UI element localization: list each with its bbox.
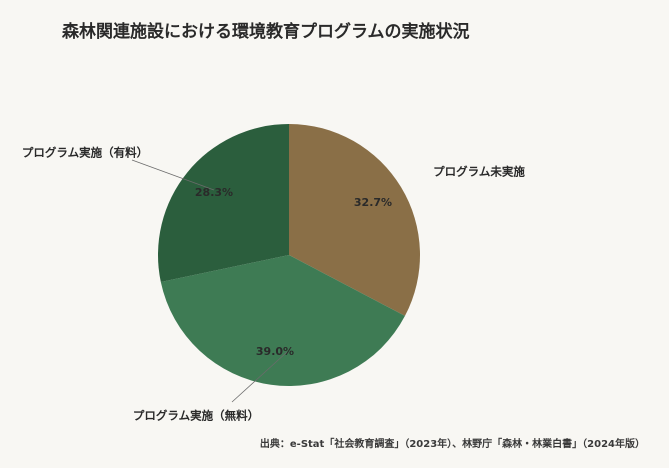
pie-slice bbox=[158, 124, 289, 282]
slice-category-label: プログラム未実施 bbox=[433, 165, 525, 179]
slice-percent-label: 28.3% bbox=[195, 186, 233, 199]
slice-category-label: プログラム実施（無料） bbox=[133, 409, 259, 423]
slice-percent-label: 32.7% bbox=[354, 196, 392, 209]
slice-percent-label: 39.0% bbox=[256, 345, 294, 358]
slice-category-label: プログラム実施（有料） bbox=[22, 146, 148, 160]
leader-line bbox=[131, 159, 215, 191]
pie-slice bbox=[160, 255, 405, 386]
pie-slice bbox=[289, 124, 421, 316]
leader-line bbox=[231, 351, 288, 403]
chart-title: 森林関連施設における環境教育プログラムの実施状況 bbox=[62, 22, 470, 42]
source-note: 出典：e-Stat「社会教育調査」（2023年）、林野庁「森林・林業白書」（20… bbox=[259, 439, 645, 450]
